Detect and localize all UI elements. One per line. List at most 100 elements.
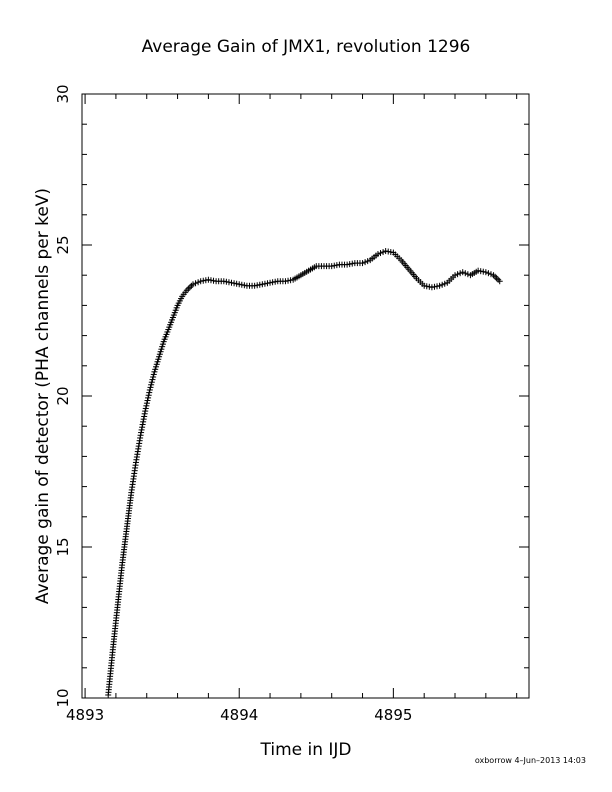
x-tick-label: 4895 xyxy=(374,706,412,724)
data-point-marker xyxy=(156,351,163,358)
data-point-marker xyxy=(344,261,351,268)
data-point-marker xyxy=(441,280,448,287)
data-point-marker xyxy=(147,384,154,391)
chart-title: Average Gain of JMX1, revolution 1296 xyxy=(142,37,471,57)
data-point-marker xyxy=(485,270,492,277)
data-point-marker xyxy=(145,394,152,401)
data-point-marker xyxy=(349,260,356,267)
data-point-marker xyxy=(200,277,207,284)
data-point-marker xyxy=(238,281,245,288)
data-point-marker xyxy=(223,278,230,285)
data-point-marker xyxy=(202,277,209,284)
data-point-marker xyxy=(150,371,157,378)
data-point-marker xyxy=(152,363,159,370)
data-point-marker xyxy=(251,282,258,289)
data-point-marker xyxy=(189,281,196,288)
data-point-marker xyxy=(228,279,235,286)
data-point-marker xyxy=(192,280,199,287)
data-point-marker xyxy=(264,280,271,287)
data-point-marker xyxy=(457,270,464,277)
data-point-marker xyxy=(146,389,153,396)
data-point-marker xyxy=(225,279,232,286)
data-point-marker xyxy=(148,379,155,386)
data-point-marker xyxy=(155,356,162,363)
data-point-marker xyxy=(487,271,494,278)
data-point-marker xyxy=(377,250,384,257)
data-point-marker xyxy=(139,421,146,428)
data-point-marker xyxy=(436,282,443,289)
y-tick-label: 30 xyxy=(54,84,72,103)
data-point-marker xyxy=(452,272,459,279)
data-point-marker xyxy=(220,278,227,285)
data-point-marker xyxy=(423,283,430,290)
data-point-marker xyxy=(462,270,469,277)
data-point-marker xyxy=(428,284,435,291)
data-point-marker xyxy=(439,281,446,288)
data-point-marker xyxy=(153,361,160,368)
data-point-marker xyxy=(158,346,165,353)
data-point-marker xyxy=(267,279,274,286)
y-tick-label: 15 xyxy=(54,537,72,556)
x-tick-label: 4893 xyxy=(66,706,104,724)
data-point-marker xyxy=(210,277,217,284)
data-point-marker xyxy=(328,263,335,270)
data-point-marker xyxy=(140,418,147,425)
data-point-marker xyxy=(333,262,340,269)
data-point-marker xyxy=(195,279,202,286)
y-axis: 10 15 20 25 30 xyxy=(54,84,529,708)
data-point-marker xyxy=(142,405,149,412)
data-point-marker xyxy=(233,280,240,287)
data-point-marker xyxy=(141,413,148,420)
data-point-marker xyxy=(496,278,503,285)
data-point-marker xyxy=(269,279,276,286)
data-point-marker xyxy=(482,269,489,276)
data-point-marker xyxy=(143,402,150,409)
y-tick-label: 20 xyxy=(54,386,72,405)
data-point-marker xyxy=(156,353,163,360)
data-point-marker xyxy=(254,282,261,289)
data-point-marker xyxy=(426,283,433,290)
data-point-marker xyxy=(137,432,144,439)
data-point-marker xyxy=(331,262,338,269)
data-point-marker xyxy=(231,280,238,287)
data-point-marker xyxy=(139,424,146,431)
data-point-marker xyxy=(157,348,164,355)
data-point-marker xyxy=(159,343,166,350)
data-point-marker xyxy=(256,281,263,288)
data-point-marker xyxy=(272,278,279,285)
data-point-marker xyxy=(285,277,292,284)
data-point-marker xyxy=(387,249,394,256)
data-point-marker xyxy=(141,410,148,417)
x-axis-label: Time in IJD xyxy=(259,740,351,760)
data-point-marker xyxy=(148,381,155,388)
x-axis: 4893 4894 4895 xyxy=(66,94,518,724)
data-point-marker xyxy=(374,251,381,258)
data-point-marker xyxy=(382,248,389,255)
data-point-marker xyxy=(380,249,387,256)
data-point-marker xyxy=(154,358,161,365)
data-point-marker xyxy=(236,281,243,288)
data-point-marker xyxy=(454,271,461,278)
data-point-marker xyxy=(287,277,294,284)
data-point-marker xyxy=(150,374,157,381)
data-point-marker xyxy=(493,275,500,282)
data-point-marker xyxy=(495,276,502,283)
data-point-marker xyxy=(151,368,158,375)
data-point-marker xyxy=(205,276,212,283)
data-point-marker xyxy=(149,376,156,383)
data-point-marker xyxy=(362,259,369,266)
x-tick-label: 4894 xyxy=(220,706,258,724)
y-tick-label: 25 xyxy=(54,235,72,254)
data-point-marker xyxy=(459,269,466,276)
data-point-marker xyxy=(359,260,366,267)
data-point-marker xyxy=(385,248,392,255)
data-point-marker xyxy=(159,341,166,348)
data-point-marker xyxy=(152,366,159,373)
data-point-marker xyxy=(186,284,193,291)
data-point-marker xyxy=(144,397,151,404)
y-tick-label: 10 xyxy=(54,688,72,707)
data-point-marker xyxy=(480,268,487,275)
data-point-marker xyxy=(146,386,153,393)
data-point-marker xyxy=(140,416,147,423)
